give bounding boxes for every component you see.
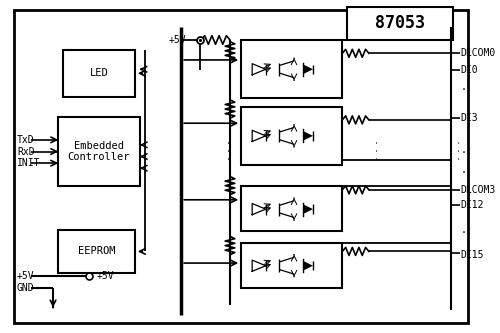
- Text: EEPROM: EEPROM: [78, 246, 115, 256]
- Text: 87053: 87053: [375, 14, 425, 32]
- Text: · · ·: · · ·: [372, 140, 385, 160]
- Text: .: .: [460, 82, 466, 92]
- Text: RxD: RxD: [17, 147, 34, 157]
- Bar: [58, 230, 135, 273]
- Text: DI12: DI12: [460, 200, 484, 210]
- Text: GND: GND: [17, 283, 34, 293]
- Text: TxD: TxD: [17, 135, 34, 145]
- Text: INIT: INIT: [17, 158, 40, 168]
- Text: DI15: DI15: [460, 250, 484, 260]
- Bar: [347, 7, 454, 40]
- Text: · · ·: · · ·: [224, 140, 236, 160]
- Text: LED: LED: [90, 68, 108, 78]
- Bar: [241, 40, 342, 98]
- Text: +5V: +5V: [96, 271, 114, 281]
- Text: +5V: +5V: [169, 35, 186, 45]
- Text: DLCOM0: DLCOM0: [460, 48, 496, 58]
- Bar: [62, 50, 135, 97]
- Bar: [58, 117, 140, 186]
- Polygon shape: [304, 261, 313, 270]
- Text: DI3: DI3: [460, 113, 478, 123]
- Text: · · ·: · · ·: [454, 140, 467, 160]
- Text: DI0: DI0: [460, 65, 478, 75]
- Polygon shape: [304, 204, 313, 214]
- Text: +5V: +5V: [17, 271, 34, 281]
- Text: .: .: [460, 165, 466, 175]
- Text: DLCOM3: DLCOM3: [460, 185, 496, 195]
- Polygon shape: [304, 65, 313, 74]
- Bar: [241, 186, 342, 231]
- Text: .: .: [460, 145, 466, 155]
- Bar: [241, 107, 342, 165]
- Text: Embedded
Controller: Embedded Controller: [68, 141, 130, 162]
- Polygon shape: [304, 131, 313, 141]
- Text: .: .: [460, 225, 466, 235]
- Bar: [241, 243, 342, 288]
